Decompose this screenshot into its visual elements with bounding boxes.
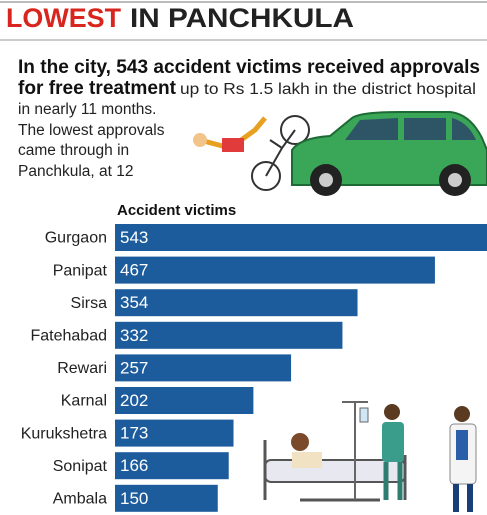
bar bbox=[115, 354, 292, 382]
category-label: Gurgaon bbox=[45, 230, 107, 247]
category-label: Panipat bbox=[53, 262, 108, 279]
subtitle: in nearly 11 months. bbox=[18, 101, 156, 118]
category-label: Ambala bbox=[53, 491, 107, 508]
category-label: Karnal bbox=[61, 393, 107, 410]
bar bbox=[115, 452, 229, 480]
title: IN PANCHKULA bbox=[130, 3, 354, 33]
value-label: 543 bbox=[120, 228, 148, 247]
category-label: Sirsa bbox=[71, 295, 108, 312]
bar bbox=[115, 484, 218, 512]
category-label: Kurukshetra bbox=[21, 425, 107, 442]
value-label: 257 bbox=[120, 358, 148, 377]
subtitle-bold: for free treatment bbox=[18, 78, 177, 99]
bar bbox=[115, 224, 487, 251]
bar bbox=[115, 256, 435, 284]
subtitle: up to Rs 1.5 lakh in the district hospit… bbox=[180, 81, 476, 98]
value-label: 202 bbox=[120, 391, 148, 410]
car-illustration bbox=[291, 111, 487, 196]
category-label: Fatehabad bbox=[30, 328, 107, 345]
subtitle: came through in bbox=[18, 142, 129, 159]
bar bbox=[115, 419, 234, 447]
title-highlight: LOWEST bbox=[6, 3, 121, 33]
subtitle: Panchkula, at 12 bbox=[18, 163, 133, 180]
subtitle-bold: In the city, 543 accident victims receiv… bbox=[18, 57, 480, 78]
bar bbox=[115, 321, 343, 349]
hospital-illustration bbox=[263, 401, 477, 512]
axis-label: Accident victims bbox=[117, 202, 236, 219]
category-label: Sonipat bbox=[53, 458, 108, 475]
cyclist-illustration bbox=[193, 115, 310, 191]
category-label: Rewari bbox=[57, 360, 107, 377]
value-label: 467 bbox=[120, 261, 148, 280]
value-label: 173 bbox=[120, 424, 148, 443]
subtitle: The lowest approvals bbox=[18, 122, 165, 139]
bar bbox=[115, 289, 358, 317]
value-label: 332 bbox=[120, 326, 148, 345]
bar bbox=[115, 387, 254, 414]
value-label: 354 bbox=[120, 293, 148, 312]
value-label: 150 bbox=[120, 489, 148, 508]
value-label: 166 bbox=[120, 456, 148, 475]
